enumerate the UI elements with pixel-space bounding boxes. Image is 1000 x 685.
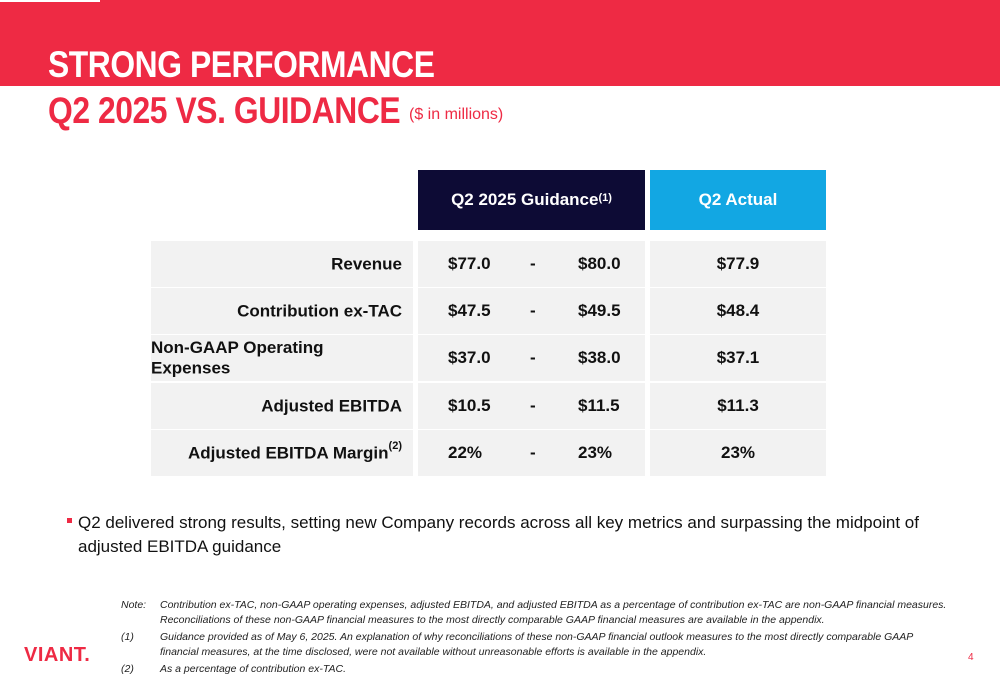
footnote-key: (1) [121, 631, 134, 643]
row-label-cell: Adjusted EBITDA Margin(2) [151, 430, 413, 476]
actual-value: 23% [650, 430, 826, 476]
guidance-high: $11.5 [578, 396, 620, 415]
page-title: STRONG PERFORMANCE [48, 44, 435, 85]
header-band [0, 0, 1000, 86]
bullet-marker [67, 518, 72, 523]
guidance-column-header: Q2 2025 Guidance (1) [418, 170, 645, 230]
guidance-header-label: Q2 2025 Guidance [451, 190, 599, 209]
top-accent-line [0, 0, 100, 2]
summary-bullet: Q2 delivered strong results, setting new… [78, 513, 919, 556]
table-row: Revenue $77.0 - $80.0 $77.9 [0, 241, 1000, 287]
page-subtitle-heading: Q2 2025 VS. GUIDANCE [48, 90, 401, 131]
row-label: Adjusted EBITDA Margin [188, 443, 389, 463]
footnote-line: financial measures, at the time disclose… [160, 646, 707, 658]
footnote-line: Guidance provided as of May 6, 2025. An … [160, 631, 914, 643]
actual-column-header: Q2 Actual [650, 170, 826, 230]
row-label-cell: Non-GAAP Operating Expenses [151, 335, 413, 381]
guidance-range-cell: $47.5 - $49.5 [418, 288, 645, 334]
guidance-low: $10.5 [448, 396, 491, 415]
table-row: Adjusted EBITDA $10.5 - $11.5 $11.3 [0, 383, 1000, 429]
guidance-low: $77.0 [448, 254, 491, 273]
footnote-line: Contribution ex-TAC, non-GAAP operating … [160, 599, 947, 611]
page-number: 4 [968, 652, 974, 663]
footnote-line: As a percentage of contribution ex-TAC. [160, 663, 346, 675]
footnote-key: Note: [121, 599, 147, 611]
range-dash: - [530, 396, 536, 415]
guidance-high: $38.0 [578, 348, 621, 367]
row-label-cell: Contribution ex-TAC [151, 288, 413, 334]
guidance-range-cell: $77.0 - $80.0 [418, 241, 645, 287]
guidance-low: $37.0 [448, 348, 491, 367]
guidance-high: $80.0 [578, 254, 621, 273]
guidance-range-cell: $10.5 - $11.5 [418, 383, 645, 429]
row-label: Contribution ex-TAC [237, 301, 402, 321]
footnote-line: Reconciliations of these non-GAAP financ… [160, 614, 825, 626]
table-row: Non-GAAP Operating Expenses $37.0 - $38.… [0, 335, 1000, 381]
footnote-key: (2) [121, 663, 134, 675]
guidance-low: $47.5 [448, 301, 491, 320]
actual-value: $37.1 [650, 335, 826, 381]
row-footnote: (2) [388, 439, 402, 452]
guidance-high: $49.5 [578, 301, 621, 320]
guidance-low: 22% [448, 443, 483, 462]
row-label: Adjusted EBITDA [261, 396, 402, 416]
units-note: ($ in millions) [409, 106, 504, 123]
guidance-range-cell: $37.0 - $38.0 [418, 335, 645, 381]
range-dash: - [530, 443, 536, 462]
guidance-range-cell: 22% - 23% [418, 430, 645, 476]
actual-value: $48.4 [650, 288, 826, 334]
table-row: Contribution ex-TAC $47.5 - $49.5 $48.4 [0, 288, 1000, 334]
actual-value: $77.9 [650, 241, 826, 287]
table-row: Adjusted EBITDA Margin(2) 22% - 23% 23% [0, 430, 1000, 476]
row-label: Revenue [331, 254, 402, 274]
range-dash: - [530, 301, 536, 320]
row-label-cell: Adjusted EBITDA [151, 383, 413, 429]
viant-logo: VIANT. [24, 644, 91, 666]
range-dash: - [530, 254, 536, 273]
guidance-high: 23% [578, 443, 613, 462]
row-label: Non-GAAP Operating Expenses [151, 337, 324, 378]
guidance-header-footnote: (1) [598, 192, 612, 204]
actual-value: $11.3 [650, 383, 826, 429]
range-dash: - [530, 348, 536, 367]
row-label-cell: Revenue [151, 241, 413, 287]
